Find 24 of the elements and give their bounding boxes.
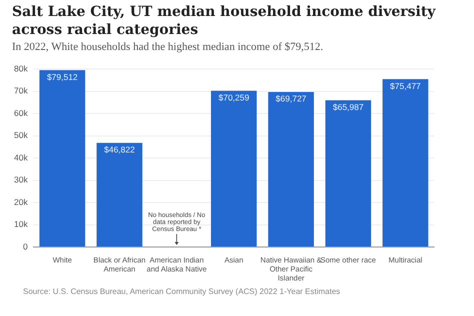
data-label: $69,727	[276, 94, 307, 104]
data-label: $70,259	[218, 92, 250, 102]
y-tick-label: 20k	[14, 196, 28, 207]
bar	[382, 79, 428, 246]
y-tick-label: 50k	[14, 130, 28, 140]
data-label: $75,477	[390, 80, 422, 91]
y-tick-label: 80k	[14, 63, 28, 74]
y-tick-label: 60k	[14, 108, 28, 118]
y-tick-label: 70k	[14, 86, 28, 96]
data-label: $79,512	[46, 72, 78, 82]
data-label: $65,987	[332, 102, 364, 112]
y-tick-label: 10k	[14, 219, 28, 230]
y-tick-label: 0	[22, 241, 28, 252]
bar	[39, 70, 86, 246]
chart-subtitle: In 2022, White households had the highest median income of $79,512.	[12, 41, 324, 53]
y-tick-label: 30k	[14, 174, 28, 185]
bar	[210, 90, 257, 246]
bar	[96, 142, 142, 246]
y-tick-label: 40k	[14, 152, 28, 162]
chart-title: Salt Lake City, UT median household income diversity across racial categories	[12, 3, 437, 39]
data-label: $46,822	[104, 144, 136, 154]
bar	[268, 92, 314, 246]
source-note: Source: U.S. Census Bureau, American Community Survey (ACS) 2022 1-Year Estimates	[23, 287, 340, 296]
bar	[325, 100, 372, 246]
